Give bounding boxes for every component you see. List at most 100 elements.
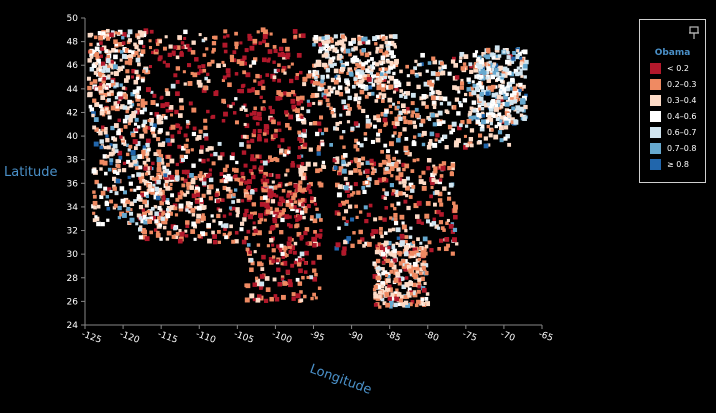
county-point [346, 71, 350, 76]
county-point [119, 186, 125, 191]
county-point [342, 145, 346, 149]
county-point [185, 149, 191, 154]
county-point [138, 235, 143, 240]
county-point [435, 95, 440, 101]
county-point [494, 47, 500, 53]
county-point [400, 103, 406, 109]
county-point [125, 106, 130, 111]
county-point [396, 159, 401, 164]
county-point [92, 200, 98, 206]
county-point [264, 298, 269, 303]
county-point [356, 190, 361, 195]
county-point [377, 242, 382, 247]
county-point [279, 148, 284, 153]
county-point [414, 59, 418, 63]
county-point [183, 143, 189, 149]
county-point [507, 71, 512, 76]
county-point [361, 48, 366, 53]
county-point [283, 71, 287, 75]
county-point [100, 47, 104, 51]
county-point [253, 188, 258, 192]
county-point [252, 221, 256, 225]
county-point [211, 50, 215, 54]
county-point [112, 137, 118, 142]
county-point [296, 52, 302, 58]
county-point [299, 99, 304, 104]
county-point [357, 73, 363, 79]
county-point [338, 172, 342, 176]
county-point [273, 68, 279, 74]
county-point [101, 127, 106, 132]
county-point [99, 54, 103, 58]
county-point [154, 112, 159, 117]
pin-icon[interactable] [688, 26, 700, 40]
county-point [187, 203, 191, 208]
county-point [183, 193, 187, 197]
county-point [299, 298, 304, 303]
county-point [242, 134, 247, 139]
county-point [206, 79, 211, 83]
county-point [398, 269, 403, 273]
county-point [383, 75, 388, 80]
county-point [391, 134, 395, 138]
county-point [341, 159, 346, 164]
x-tick-label: -70 [499, 329, 516, 344]
county-point [199, 171, 203, 175]
county-point [309, 199, 314, 203]
county-point [252, 165, 257, 170]
county-point [500, 84, 505, 90]
county-point [421, 287, 427, 293]
county-point [398, 191, 403, 196]
county-point [153, 49, 159, 55]
county-point [488, 60, 492, 65]
county-point [375, 50, 379, 54]
county-point [156, 114, 161, 120]
county-point [487, 115, 492, 120]
county-point [301, 203, 305, 207]
county-point [383, 143, 388, 148]
county-point [290, 90, 296, 95]
county-point [494, 45, 500, 51]
county-point [183, 178, 188, 183]
county-point [89, 66, 95, 72]
county-point [413, 66, 417, 71]
county-point [512, 90, 517, 96]
county-point [306, 73, 312, 79]
county-point [108, 50, 112, 54]
county-point [384, 191, 389, 196]
county-point [480, 119, 486, 125]
county-point [223, 227, 227, 231]
county-point [124, 48, 129, 53]
county-point [168, 105, 174, 110]
county-point [434, 138, 438, 142]
county-point [149, 230, 153, 235]
county-point [350, 126, 355, 131]
county-point [178, 98, 184, 103]
county-point [312, 292, 316, 297]
county-point [384, 109, 389, 114]
county-point [363, 86, 369, 91]
county-point [390, 55, 395, 59]
county-point [386, 80, 391, 84]
county-point [474, 62, 478, 66]
county-point [353, 168, 358, 173]
county-point [211, 230, 215, 235]
county-point [280, 217, 285, 223]
county-point [254, 231, 258, 235]
county-point [417, 277, 422, 282]
county-point [134, 50, 139, 56]
county-point [235, 213, 240, 218]
county-point [217, 240, 221, 244]
county-point [403, 267, 408, 272]
county-point [107, 187, 112, 192]
county-point [192, 72, 198, 78]
county-point [342, 216, 346, 221]
county-point [245, 72, 251, 78]
county-point [121, 41, 126, 46]
county-point [503, 125, 509, 130]
county-point [300, 115, 304, 119]
county-point [253, 115, 259, 121]
county-point [388, 84, 394, 90]
county-point [295, 73, 300, 77]
county-point [291, 292, 296, 297]
